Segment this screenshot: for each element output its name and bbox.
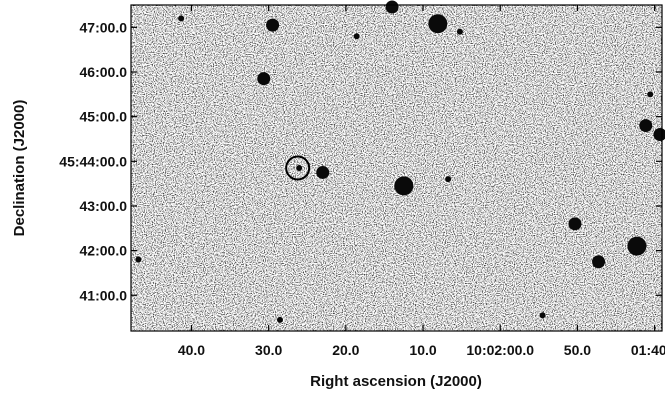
source-blob [394,176,414,196]
target-circle [285,155,311,181]
sources-layer [135,0,665,323]
x-tick-label: 40.0 [178,342,205,358]
x-tick-label: 01:40.0 [631,342,665,358]
y-tick-label: 45:00.0 [80,109,128,125]
y-tick-label: 43:00.0 [80,198,128,214]
source-blob [276,316,283,323]
x-tick-label: 10:02:00.0 [466,342,534,358]
y-tick-label: 46:00.0 [80,64,128,80]
source-blob [456,28,463,35]
source-blob [445,176,452,183]
source-blob [257,72,271,86]
y-tick-label: 42:00.0 [80,243,128,259]
source-blob [178,15,185,22]
source-blob [296,165,303,171]
y-tick-label: 41:00.0 [80,287,128,303]
source-blob [428,14,448,34]
source-blob [539,312,546,319]
source-blob [647,91,654,98]
image-frame [130,0,665,332]
source-blob [592,255,606,269]
source-blob [353,33,360,40]
y-tick-label: 47:00.0 [80,19,128,35]
x-axis-ticks: 40.0 30.0 20.0 10.0 10:02:00.0 50.0 01:40.0 [178,5,665,358]
source-blob [135,256,142,263]
y-axis-ticks: 47:00.0 46:00.0 45:00.0 45:44:00.0 43:00.0 42… [59,19,662,303]
y-axis-title: Declination (J2000) [11,100,28,237]
y-tick-label: 45:44:00.0 [59,153,127,169]
source-blob [568,217,582,231]
source-blob [316,165,330,179]
x-tick-label: 30.0 [255,342,282,358]
source-blob [639,119,653,133]
x-tick-label: 10.0 [409,342,436,358]
source-blob [385,0,399,14]
target-marker-layer [285,155,311,181]
x-tick-label: 20.0 [332,342,359,358]
x-tick-label: 50.0 [564,342,591,358]
source-blob [627,236,647,256]
source-blob [266,18,280,32]
x-axis-title: Right ascension (J2000) [310,373,482,390]
